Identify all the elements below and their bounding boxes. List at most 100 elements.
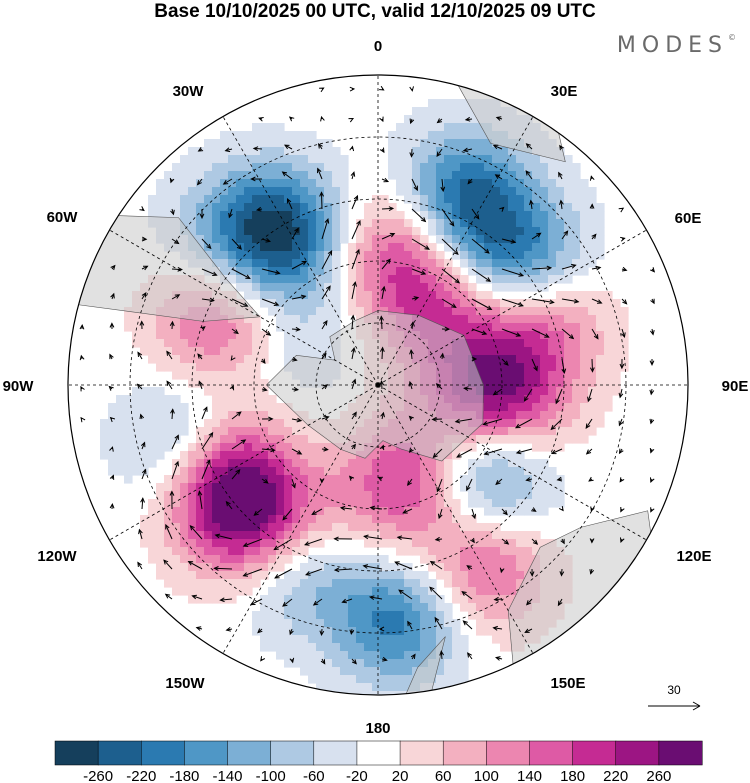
field-cell [188,547,197,556]
field-cell [276,235,285,244]
field-cell [484,507,493,516]
field-cell [212,243,221,252]
field-cell [356,459,365,468]
field-cell [212,491,221,500]
field-cell [532,371,541,380]
field-cell [420,251,429,260]
field-cell [204,387,213,396]
field-cell [548,275,557,284]
field-cell [508,147,517,156]
field-cell [484,627,493,636]
wind-vector-head [434,536,441,542]
wind-vector-head [351,378,357,385]
field-cell [508,339,517,348]
field-cell [436,507,445,516]
field-cell [156,539,165,548]
field-cell [340,515,349,524]
field-cell [300,659,309,668]
field-cell [604,395,613,404]
field-cell [492,283,501,292]
field-cell [188,195,197,204]
field-cell [316,675,325,684]
field-cell [516,171,525,180]
field-cell [244,499,253,508]
field-cell [276,603,285,612]
field-cell [196,339,205,348]
field-cell [508,179,517,188]
field-cell [572,307,581,316]
field-cell [524,499,533,508]
field-cell [540,235,549,244]
field-cell [436,187,445,196]
field-cell [500,395,509,404]
field-cell [580,379,589,388]
field-cell [364,283,373,292]
field-cell [380,483,389,492]
wind-vector-head [409,86,414,92]
field-cell [620,363,629,372]
field-cell [556,395,565,404]
field-cell [172,475,181,484]
field-cell [532,179,541,188]
field-cell [364,595,373,604]
field-cell [156,523,165,532]
field-cell [252,323,261,332]
field-cell [316,147,325,156]
field-cell [428,171,437,180]
field-cell [308,187,317,196]
field-cell [540,379,549,388]
field-cell [564,291,573,300]
field-cell [428,131,437,140]
field-cell [332,555,341,564]
field-cell [524,227,533,236]
field-cell [364,291,373,300]
wind-vector-head [474,214,480,220]
wind-vector-head [353,194,359,201]
field-cell [348,515,357,524]
field-cell [524,211,533,220]
field-cell [172,339,181,348]
wind-vector-head [461,591,467,596]
field-cell [204,195,213,204]
wind-vector [410,350,413,360]
field-cell [412,627,421,636]
field-cell [300,323,309,332]
field-cell [476,499,485,508]
field-cell [332,451,341,460]
wind-vector-head [80,385,85,392]
field-cell [212,587,221,596]
field-cell [284,131,293,140]
colorbar-tick-label: 140 [517,768,542,783]
field-cell [420,499,429,508]
field-cell [316,571,325,580]
wind-vector-head [532,539,539,545]
field-cell [436,667,445,676]
field-cell [588,251,597,260]
field-cell [180,315,189,324]
field-cell [332,315,341,324]
field-cell [284,595,293,604]
field-cell [428,227,437,236]
wind-vector-head [618,207,625,213]
field-cell [244,179,253,188]
field-cell [212,235,221,244]
field-cell [260,419,269,428]
field-cell [396,155,405,164]
wind-vector-head [242,572,249,577]
field-cell [540,203,549,212]
field-cell [380,683,389,692]
field-cell [436,139,445,148]
field-cell [308,227,317,236]
wind-vector [501,268,524,277]
field-cell [588,331,597,340]
field-cell [196,155,205,164]
field-cell [572,387,581,396]
field-cell [276,507,285,516]
wind-vector [397,536,413,540]
wind-vector-head [585,423,591,429]
field-cell [412,243,421,252]
field-cell [276,163,285,172]
field-cell [620,315,629,324]
field-cell [452,691,461,695]
field-cell [340,571,349,580]
